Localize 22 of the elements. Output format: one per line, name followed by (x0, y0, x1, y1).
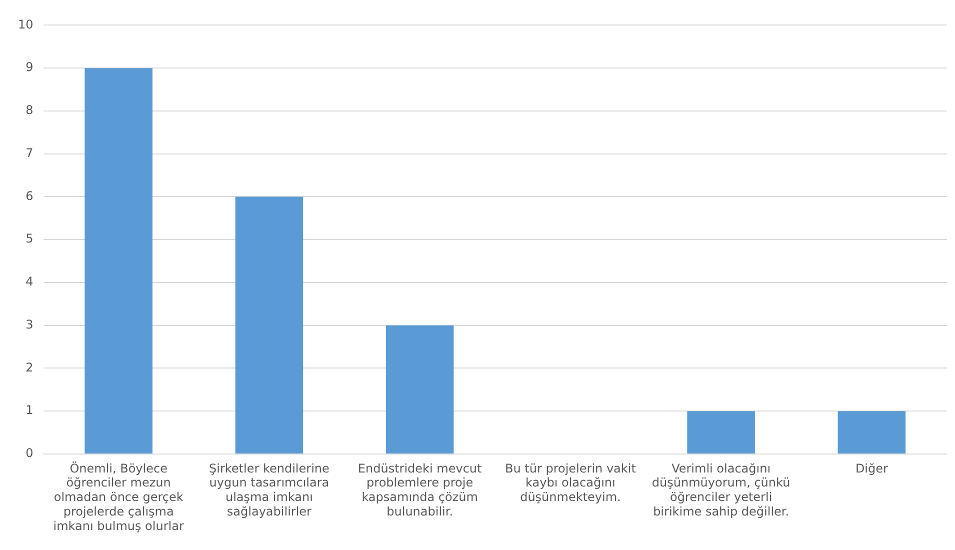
y-tick-label: 3 (26, 317, 34, 332)
x-tick-label: Şirketler kendilerine uygun tasarımcılara ulaşma imkanı sağlayabilirler (209, 461, 330, 519)
y-tick-label: 10 (18, 17, 34, 32)
x-tick-label: Diğer (855, 461, 888, 476)
y-tick-label: 0 (26, 446, 34, 460)
bar (386, 325, 454, 454)
y-tick-label: 4 (26, 274, 34, 289)
y-tick-label: 1 (26, 403, 34, 418)
y-tick-label: 2 (26, 360, 34, 374)
y-tick-label: 7 (26, 146, 34, 160)
y-tick-label: 9 (26, 60, 34, 74)
y-tick-label: 8 (26, 103, 34, 118)
bar (235, 196, 304, 454)
x-tick-label: Endüstrideki mevcut problemlere proje kapsamında çözüm bulunabilir. (358, 461, 482, 519)
bar (838, 411, 906, 454)
x-tick-label: Önemli, Böylece öğrenciler mezun olmadan önce gerçek projelerde çalışma imkanı bulmuş olurlar (53, 461, 184, 533)
bar (687, 411, 755, 454)
y-tick-label: 5 (26, 232, 34, 246)
x-tick-label: Verimli olacağını düşünmüyorum, çünkü öğrenciler yeterli birikime sahip değiller. (652, 461, 790, 519)
x-tick-label: Bu tür projelerin vakit kaybı olacağını düşünmekteyim. (504, 461, 636, 504)
y-tick-label: 6 (26, 188, 34, 203)
bar (84, 68, 152, 454)
